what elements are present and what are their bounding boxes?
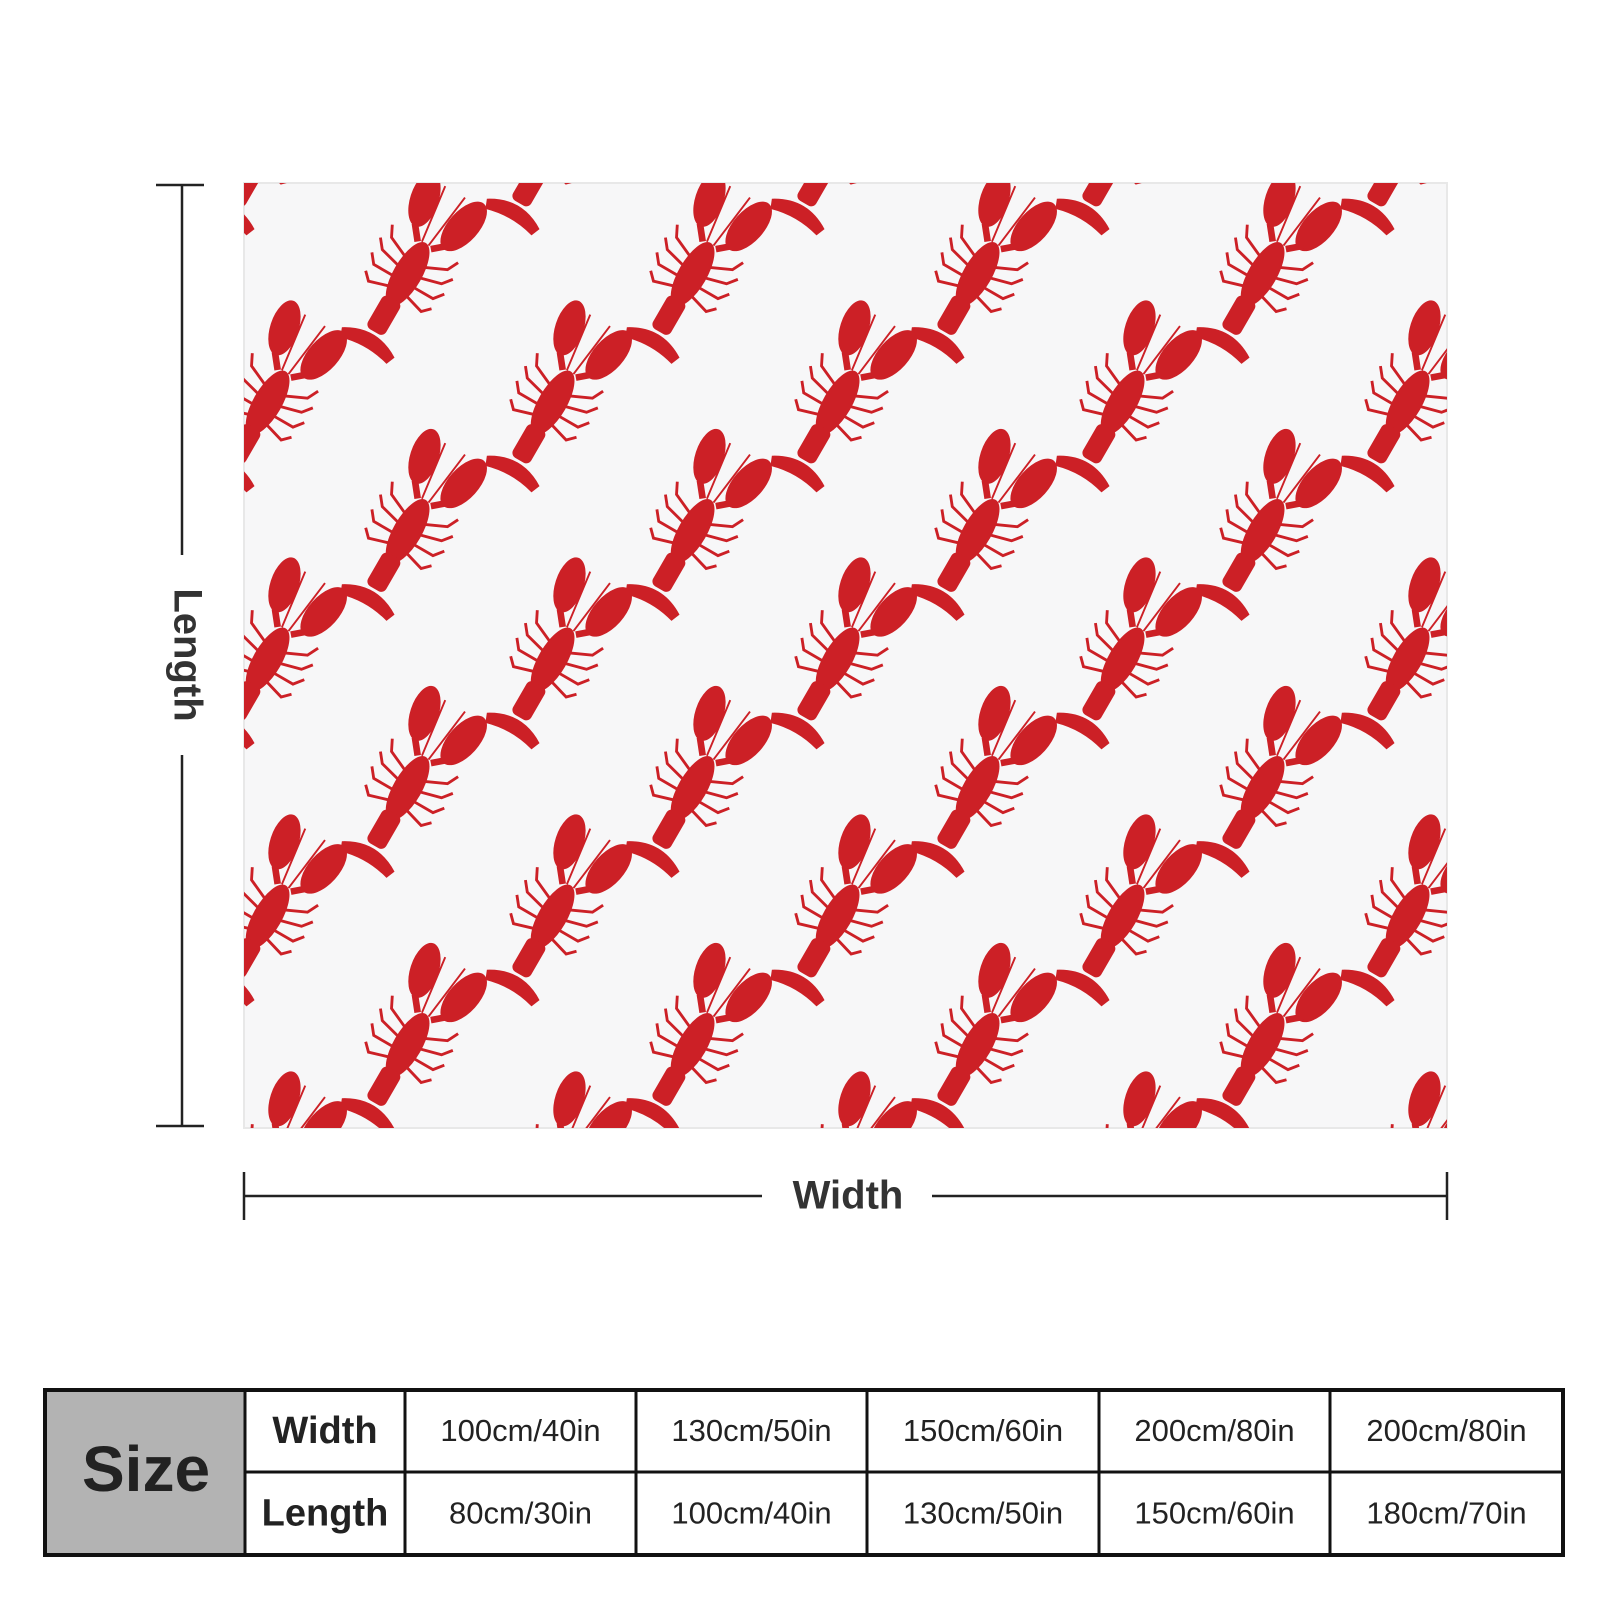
size-cell: 100cm/40in (440, 1413, 600, 1448)
size-cell: 150cm/60in (903, 1413, 1063, 1448)
size-cell: 80cm/30in (449, 1496, 592, 1531)
lobster (327, 1191, 500, 1402)
size-cell: 200cm/80in (1366, 1413, 1526, 1448)
length-label: Length (165, 588, 209, 721)
size-cell: 200cm/80in (1134, 1413, 1294, 1448)
lobster (897, 1191, 1070, 1402)
lobster (1467, 934, 1600, 1145)
length-indicator (156, 183, 204, 1128)
lobster (0, 1062, 74, 1273)
width-indicator (242, 1172, 1449, 1220)
lobster (0, 805, 74, 1016)
lobster (1182, 1191, 1355, 1402)
size-cell: 150cm/60in (1134, 1496, 1294, 1531)
lobster (1467, 677, 1600, 888)
size-cell: 180cm/70in (1366, 1496, 1526, 1531)
size-table: Size Width 100cm/40in 130cm/50in 150cm/60in… (43, 1388, 1565, 1557)
size-cell: 130cm/50in (671, 1413, 831, 1448)
lobster (0, 34, 74, 245)
size-header-cell (47, 1392, 245, 1553)
size-header: Size (82, 1433, 210, 1505)
lobster (1467, 163, 1600, 374)
lobster (0, 291, 74, 502)
lobster (0, 548, 74, 759)
lobster (612, 1191, 785, 1402)
size-cell: 100cm/40in (671, 1496, 831, 1531)
row-label: Width (272, 1410, 377, 1452)
lobster (1467, 420, 1600, 631)
lobster (42, 1191, 215, 1402)
row-label: Length (262, 1493, 389, 1535)
lobster (42, 163, 215, 374)
size-cell: 130cm/50in (903, 1496, 1063, 1531)
lobster (1467, 1191, 1600, 1402)
width-label: Width (793, 1174, 904, 1218)
lobster (42, 934, 215, 1145)
